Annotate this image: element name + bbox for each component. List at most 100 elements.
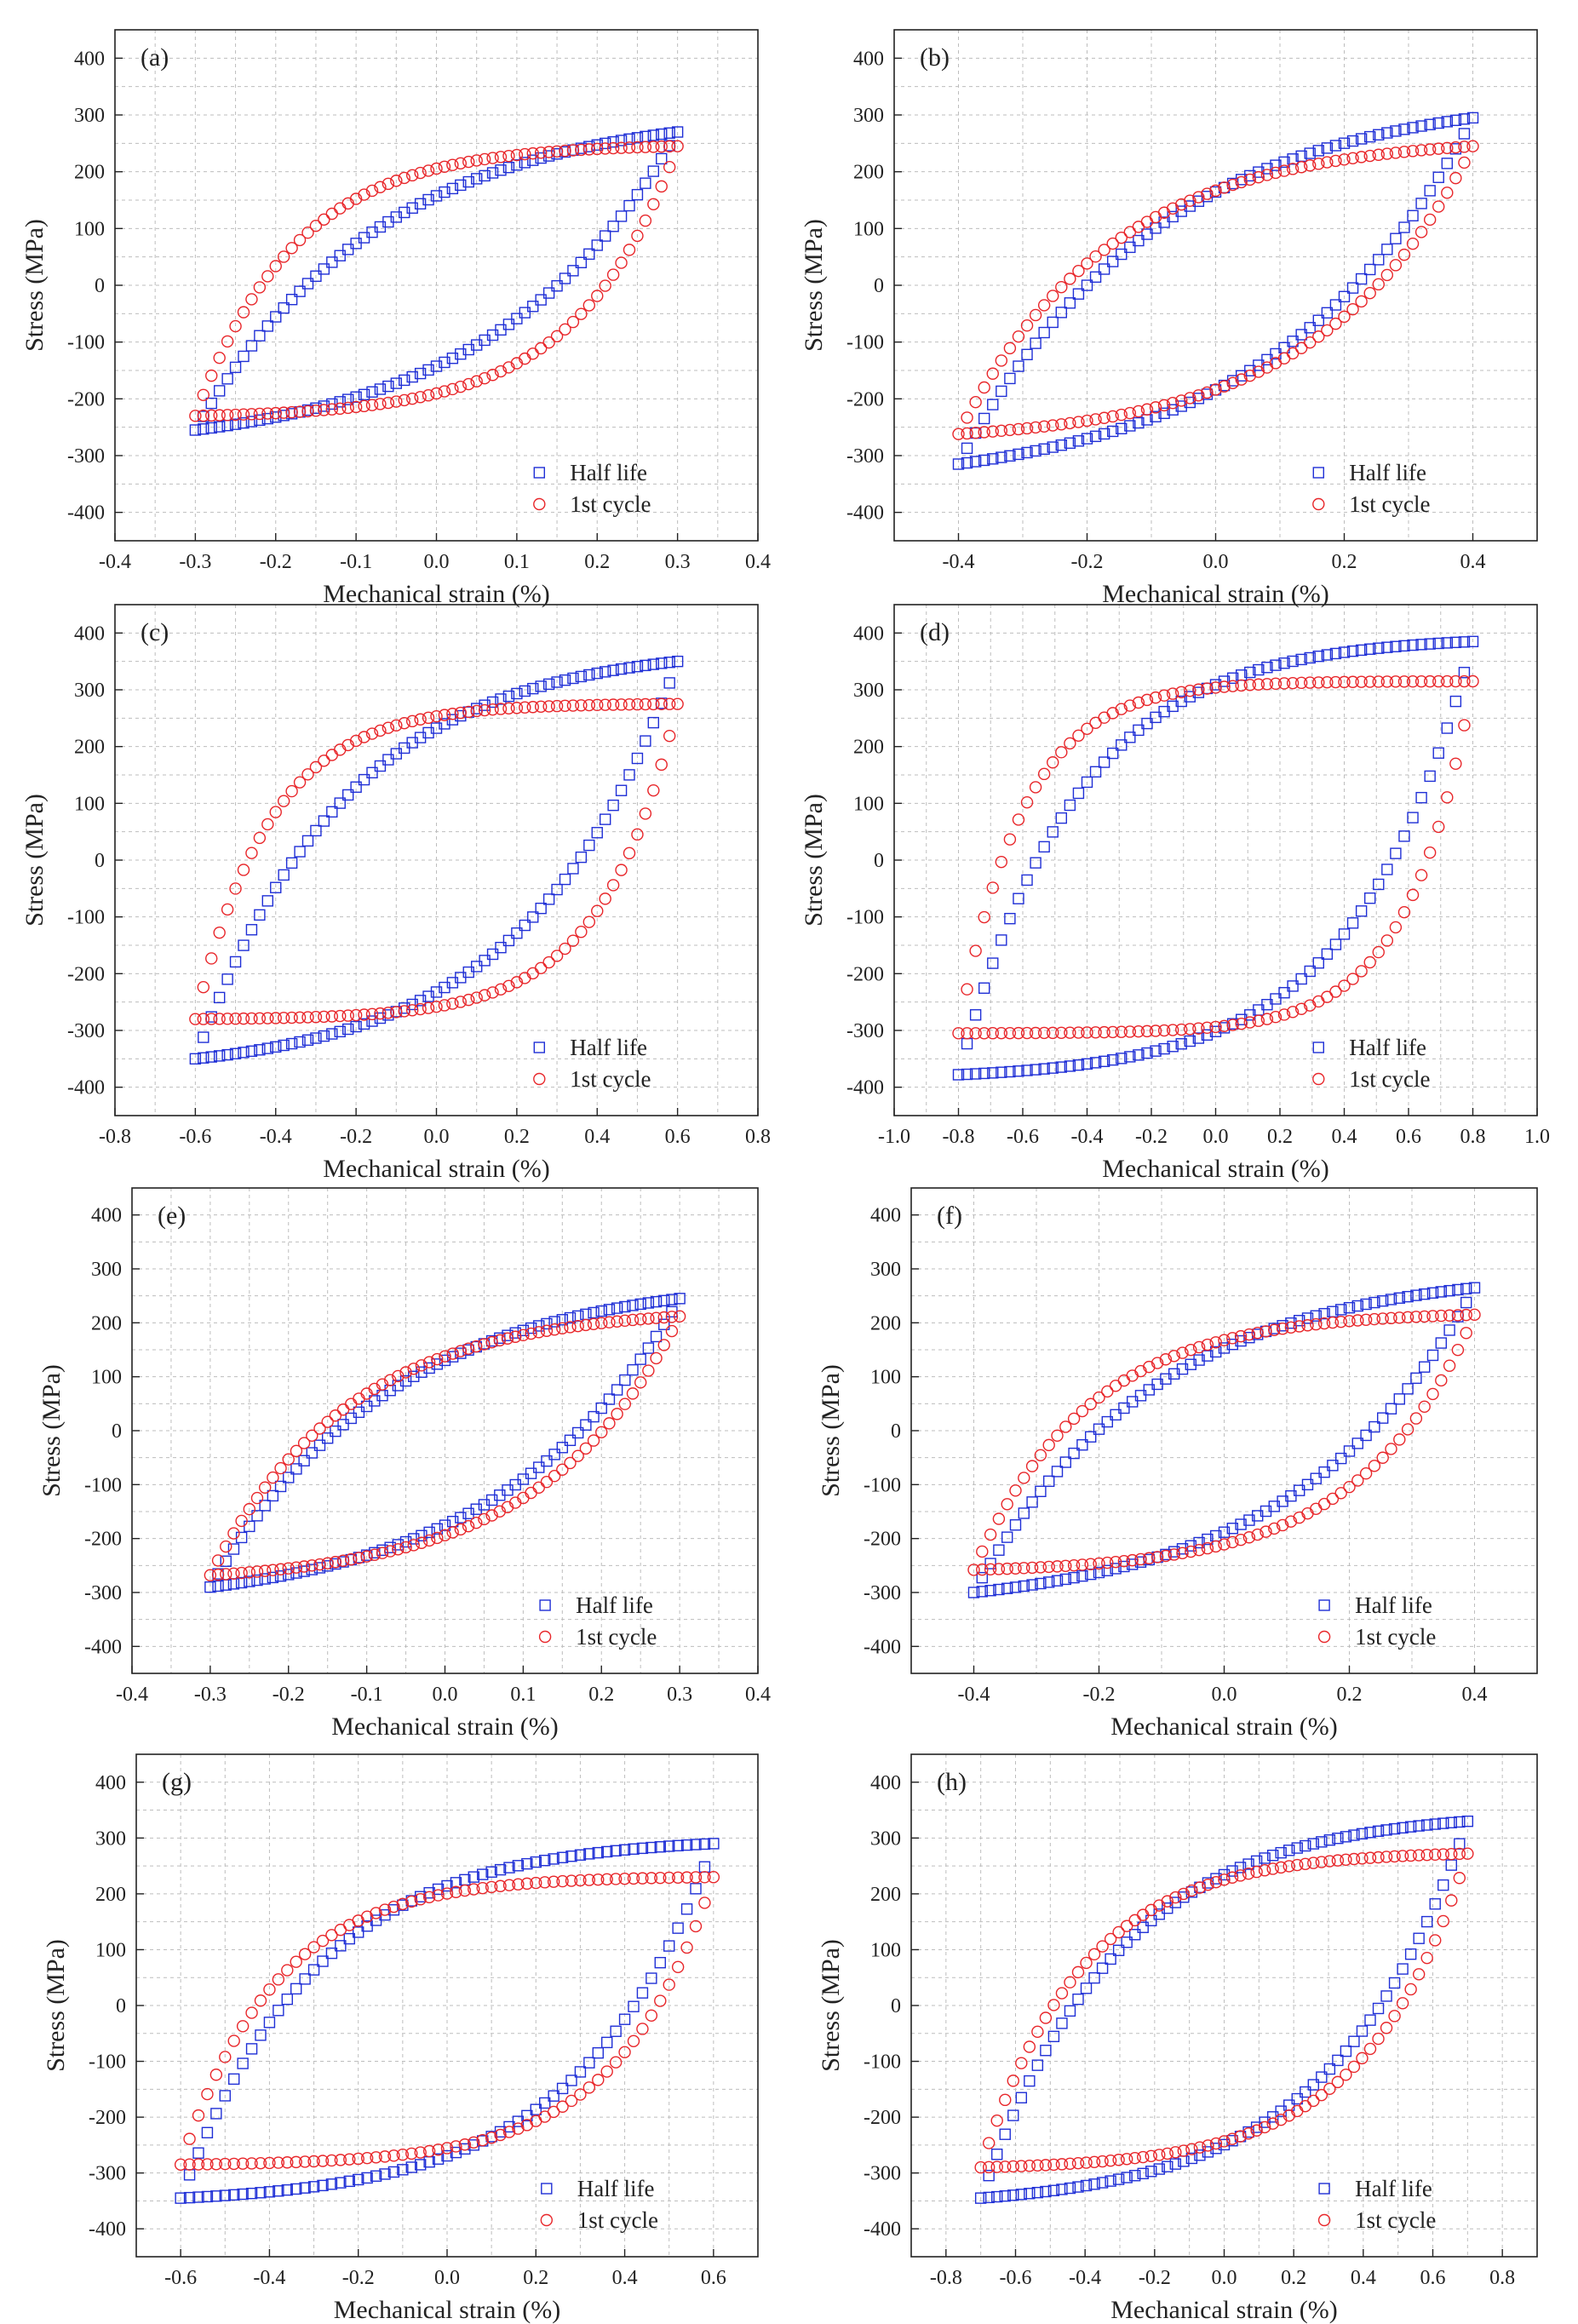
data-point-1st-cycle xyxy=(582,1874,596,1886)
data-point-half-life xyxy=(698,1861,711,1873)
data-point-1st-cycle xyxy=(1177,2144,1191,2157)
data-point-half-life xyxy=(399,206,410,219)
data-point-1st-cycle xyxy=(446,708,459,720)
data-point-half-life xyxy=(1364,1827,1376,1839)
data-point-1st-cycle xyxy=(1346,973,1359,985)
data-point-half-life xyxy=(548,1853,559,1865)
data-point-1st-cycle xyxy=(1226,178,1239,192)
data-point-1st-cycle xyxy=(1282,2109,1295,2122)
data-point-half-life xyxy=(1407,812,1419,823)
data-point-1st-cycle xyxy=(1304,159,1317,172)
data-point-1st-cycle xyxy=(227,2157,240,2171)
data-point-1st-cycle xyxy=(1209,1875,1223,1889)
data-point-1st-cycle xyxy=(1209,1020,1222,1034)
data-point-1st-cycle xyxy=(671,1960,685,1974)
data-point-half-life xyxy=(422,364,434,376)
data-point-1st-cycle xyxy=(227,1527,240,1540)
data-point-half-life xyxy=(1390,847,1402,859)
data-point-1st-cycle xyxy=(673,1310,686,1323)
data-point-1st-cycle xyxy=(647,783,660,797)
data-point-1st-cycle xyxy=(309,1011,323,1024)
chart-panel: -0.8 -0.6 -0.4 -0.2 0.0 0.2 0.4 0.6 0.8-400-300-… xyxy=(20,604,771,1183)
data-point-1st-cycle xyxy=(213,1013,226,1025)
data-point-1st-cycle xyxy=(574,2088,587,2101)
data-point-half-life xyxy=(1133,416,1145,429)
data-point-1st-cycle xyxy=(313,1422,326,1435)
x-tick-label: -0.2 xyxy=(260,551,292,573)
data-point-half-life xyxy=(991,2190,1003,2203)
data-point-half-life xyxy=(567,672,579,685)
data-point-1st-cycle xyxy=(642,1312,655,1325)
data-point-1st-cycle xyxy=(961,427,973,440)
data-point-1st-cycle xyxy=(1201,1541,1214,1555)
data-point-half-life xyxy=(431,1358,444,1370)
data-point-1st-cycle xyxy=(1269,677,1282,691)
data-point-1st-cycle xyxy=(952,428,965,440)
data-point-1st-cycle xyxy=(446,997,459,1010)
data-point-half-life xyxy=(325,2178,338,2190)
data-point-half-life xyxy=(270,311,282,323)
data-point-half-life xyxy=(1089,1057,1102,1069)
data-point-1st-cycle xyxy=(502,1879,516,1891)
data-point-half-life xyxy=(571,1426,584,1439)
data-point-1st-cycle xyxy=(542,955,555,969)
data-point-half-life xyxy=(1235,1334,1247,1347)
data-point-1st-cycle xyxy=(378,2150,392,2163)
data-point-half-life xyxy=(245,340,258,352)
data-point-half-life xyxy=(397,2164,409,2176)
data-point-1st-cycle xyxy=(556,2100,569,2113)
data-point-half-life xyxy=(1424,185,1436,197)
data-point-half-life xyxy=(1295,329,1307,341)
data-point-1st-cycle xyxy=(1218,1334,1231,1346)
data-point-half-life xyxy=(1064,2005,1076,2017)
chart-panel: -0.8 -0.6 -0.4 -0.2 0.0 0.2 0.4 0.6 0.8-400-300-… xyxy=(817,1753,1538,2324)
data-point-half-life xyxy=(1253,663,1265,676)
data-point-half-life xyxy=(1210,1873,1222,1885)
data-point-1st-cycle xyxy=(261,407,274,420)
data-point-1st-cycle xyxy=(1018,1562,1030,1575)
data-point-half-life xyxy=(485,1866,497,1878)
data-point-1st-cycle xyxy=(470,704,483,718)
data-point-1st-cycle xyxy=(1432,200,1445,213)
data-point-1st-cycle xyxy=(267,1471,279,1484)
data-point-1st-cycle xyxy=(382,396,395,410)
data-point-half-life xyxy=(350,1020,362,1033)
data-point-1st-cycle xyxy=(1012,422,1025,436)
data-point-half-life xyxy=(1454,1838,1466,1850)
data-point-1st-cycle xyxy=(1293,1511,1305,1524)
data-point-1st-cycle xyxy=(532,1326,545,1339)
data-point-half-life xyxy=(387,2166,400,2178)
data-point-1st-cycle xyxy=(358,399,370,413)
data-point-1st-cycle xyxy=(1081,722,1093,736)
data-point-half-life xyxy=(1133,724,1145,737)
data-point-1st-cycle xyxy=(606,879,620,892)
data-point-half-life xyxy=(1420,1819,1433,1831)
data-point-1st-cycle xyxy=(454,996,468,1008)
data-point-1st-cycle xyxy=(645,2009,658,2022)
data-point-1st-cycle xyxy=(1260,1013,1274,1025)
data-point-half-life xyxy=(1124,241,1136,254)
data-point-1st-cycle xyxy=(1071,1965,1085,1979)
data-point-half-life xyxy=(556,1851,569,1863)
data-point-half-life xyxy=(996,1066,1007,1078)
data-point-1st-cycle xyxy=(1159,1353,1173,1366)
data-point-1st-cycle xyxy=(520,2119,534,2132)
data-point-1st-cycle xyxy=(592,2074,605,2086)
data-point-1st-cycle xyxy=(470,1340,483,1353)
x-tick-label: 0.4 xyxy=(1460,551,1486,573)
data-point-half-life xyxy=(519,685,531,697)
data-point-1st-cycle xyxy=(282,1453,295,1466)
data-point-1st-cycle xyxy=(1414,144,1428,157)
data-point-1st-cycle xyxy=(1201,386,1214,399)
x-tick-label: -0.6 xyxy=(1007,1126,1039,1148)
data-point-1st-cycle xyxy=(655,180,668,193)
data-point-half-life xyxy=(1068,1447,1080,1460)
data-point-1st-cycle xyxy=(1389,146,1403,159)
data-point-1st-cycle xyxy=(1321,675,1334,689)
data-point-half-life xyxy=(1105,1953,1116,1965)
data-point-1st-cycle xyxy=(657,1311,670,1324)
data-point-half-life xyxy=(259,1500,271,1512)
data-point-half-life xyxy=(1158,407,1170,420)
data-point-half-life xyxy=(1295,653,1307,666)
data-point-half-life xyxy=(414,198,427,209)
